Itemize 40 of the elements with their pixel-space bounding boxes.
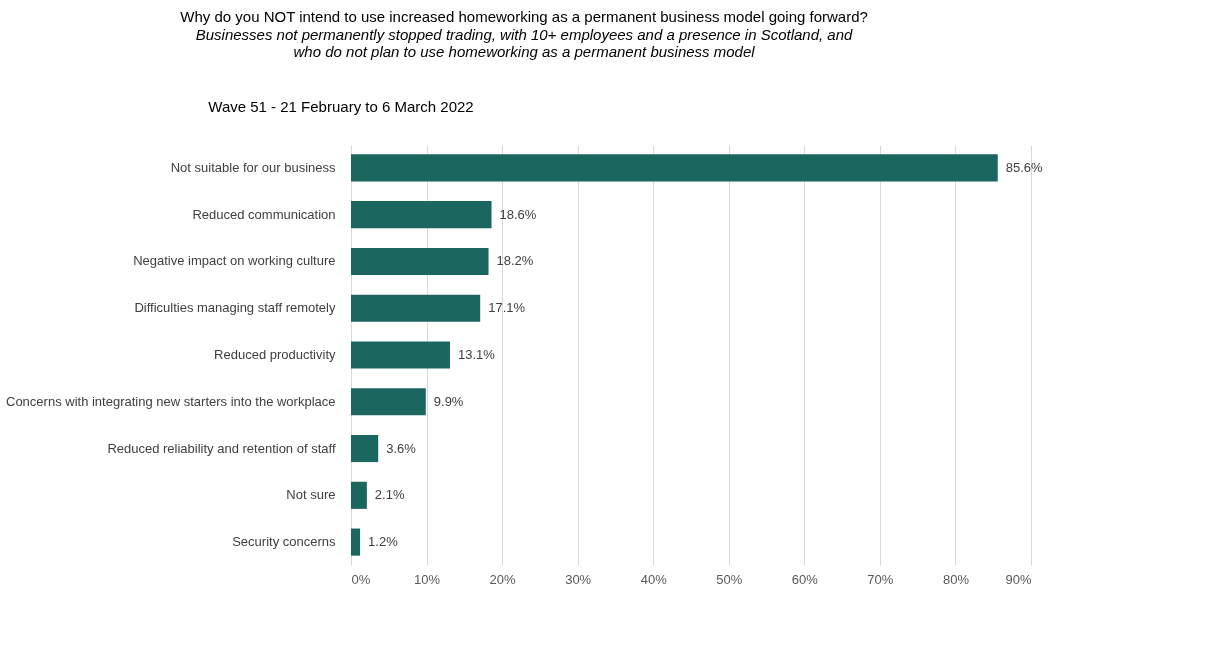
chart-title: Why do you NOT intend to use increased homeworking as a permanent business model going forward? [180,8,868,25]
x-tick-label: 90% [1005,571,1032,587]
data-label: 18.6% [499,206,537,222]
x-tick-label: 0% [351,571,371,587]
y-tick-label: Reduced productivity [214,347,336,362]
x-tick-label: 20% [489,571,517,587]
bar [351,528,361,556]
text: Wave 51 - 21 February to 6 March 2022 [208,98,474,115]
data-label: 13.1% [457,347,496,362]
data-label: 2.1% [374,487,405,503]
x-tick-label: 30% [565,571,592,587]
x-tick-label: 40% [640,571,668,587]
data-label: 18.2% [496,253,534,269]
bar [351,154,998,182]
bar [351,294,481,322]
bar [351,434,379,463]
y-tick-label: Concerns with integrating new starters into the workplace [6,393,336,409]
bar [351,201,492,229]
bar [351,388,426,416]
y-tick-label: Reduced reliability and retention of staff [107,440,336,456]
bar [351,341,450,369]
y-tick-label: Reduced communication [192,206,336,222]
y-tick-label: Negative impact on working culture [133,253,336,269]
data-label: 3.6% [386,440,417,456]
chart-subtitle: Businesses not permanently stopped trading, with 10+ employees and a presence in Scotland, and who do not plan to use homeworking as a permanent business model [195,26,854,60]
x-tick-label: 70% [867,571,894,587]
x-tick-label: 50% [716,571,743,587]
data-label: 85.6% [1005,159,1044,175]
y-tick-label: Security concerns [232,534,336,550]
y-tick-label: Not sure [286,487,336,503]
y-tick-label: Not suitable for our business [170,159,336,175]
x-tick-label: 10% [414,571,441,587]
x-tick-label: 60% [791,571,819,587]
bar [351,247,489,276]
bar [351,481,367,509]
data-label: 17.1% [488,300,526,316]
data-label: 1.2% [368,534,399,550]
data-label: 9.9% [433,393,464,409]
y-tick-label: Difficulties managing staff remotely [134,300,336,316]
x-tick-label: 80% [942,571,970,587]
